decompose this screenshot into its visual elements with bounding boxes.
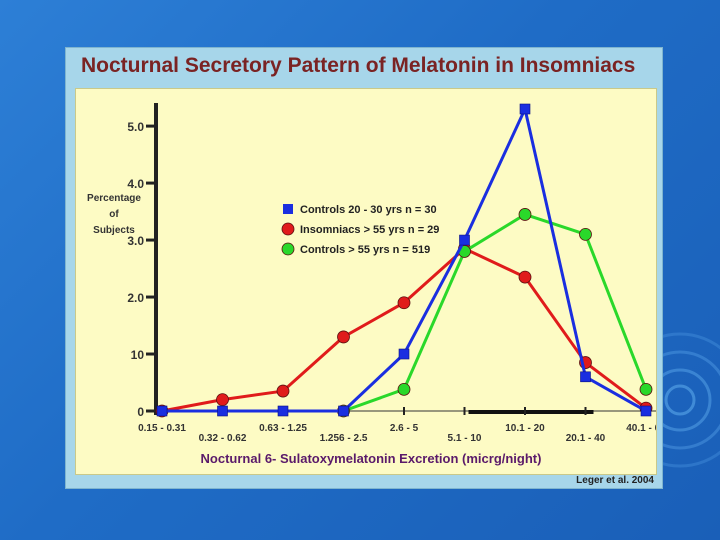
data-point-insomniacs-55: [397, 296, 411, 310]
series-line-controls-20-30: [162, 107, 647, 413]
series-line-controls-55: [342, 212, 648, 413]
x-tick-label: 40.1 - 60: [626, 423, 656, 434]
x-tick-label: 1.256 - 2.5: [320, 433, 368, 444]
x-tick-label: 0.32 - 0.62: [199, 433, 247, 444]
y-tick-label: 0: [137, 405, 144, 419]
y-tick-label: 4.0: [127, 177, 144, 191]
data-point-insomniacs-55: [216, 393, 229, 407]
y-tick-label: 3.0: [127, 234, 144, 248]
data-point-controls-20-30: [338, 405, 349, 417]
data-point-controls-55: [579, 227, 592, 241]
x-tick-label: 0.63 - 1.25: [259, 423, 307, 434]
citation: Leger et al. 2004: [576, 475, 654, 486]
data-point-controls-20-30: [459, 234, 470, 246]
slide-panel: Nocturnal Secretory Pattern of Melatonin…: [65, 47, 663, 489]
data-point-controls-20-30: [640, 405, 652, 417]
data-point-controls-20-30: [277, 405, 289, 417]
y-tick-label: 2.0: [127, 291, 144, 305]
legend-marker-controls-55: [281, 242, 295, 256]
legend-label-controls-55: Controls > 55 yrs n = 519: [300, 244, 430, 256]
data-point-controls-20-30: [580, 371, 591, 383]
slide-title: Nocturnal Secretory Pattern of Melatonin…: [81, 54, 636, 77]
legend: Controls 20 - 30 yrs n = 30 Insomniacs > …: [281, 204, 439, 256]
legend-marker-controls-20-30: [283, 204, 293, 214]
line-chart: 0 10 2.0 3.0 4.0 5.0 Percentage of Subjects 0.15 …: [87, 103, 656, 466]
x-tick-label: 20.1 - 40: [566, 433, 606, 444]
y-axis-title-line: Percentage: [87, 193, 141, 204]
data-point-controls-55: [397, 382, 411, 396]
y-axis-title-line: of: [109, 209, 119, 220]
plot-area: 0 10 2.0 3.0 4.0 5.0 Percentage of Subjects 0.15 …: [75, 88, 657, 475]
data-point-controls-20-30: [519, 103, 531, 115]
y-tick-label: 5.0: [127, 120, 144, 134]
data-point-controls-55: [639, 382, 653, 396]
legend-marker-insomniacs-55: [281, 222, 295, 236]
data-point-insomniacs-55: [337, 330, 350, 344]
data-point-controls-20-30: [398, 348, 410, 360]
y-tick-label: 10: [131, 348, 145, 362]
x-tick-label: 5.1 - 10: [448, 433, 482, 444]
data-point-insomniacs-55: [518, 270, 532, 284]
x-tick-label: 10.1 - 20: [505, 423, 545, 434]
series-layer: [155, 103, 653, 418]
x-tick-label: 2.6 - 5: [390, 423, 419, 434]
data-point-controls-55: [518, 208, 532, 221]
data-point-controls-20-30: [156, 405, 168, 417]
legend-label-insomniacs-55: Insomniacs > 55 yrs n = 29: [300, 224, 439, 236]
x-tick-label: 0.15 - 0.31: [138, 423, 186, 434]
data-point-insomniacs-55: [276, 384, 290, 398]
data-point-controls-20-30: [217, 405, 228, 417]
axes: 0 10 2.0 3.0 4.0 5.0 Percentage of Subjects 0.15 …: [87, 103, 656, 444]
x-axis-title: Nocturnal 6- Sulatoxymelatonin Excretion…: [201, 451, 542, 466]
legend-label-controls-20-30: Controls 20 - 30 yrs n = 30: [300, 204, 437, 216]
y-axis-title-line: Subjects: [93, 225, 135, 236]
